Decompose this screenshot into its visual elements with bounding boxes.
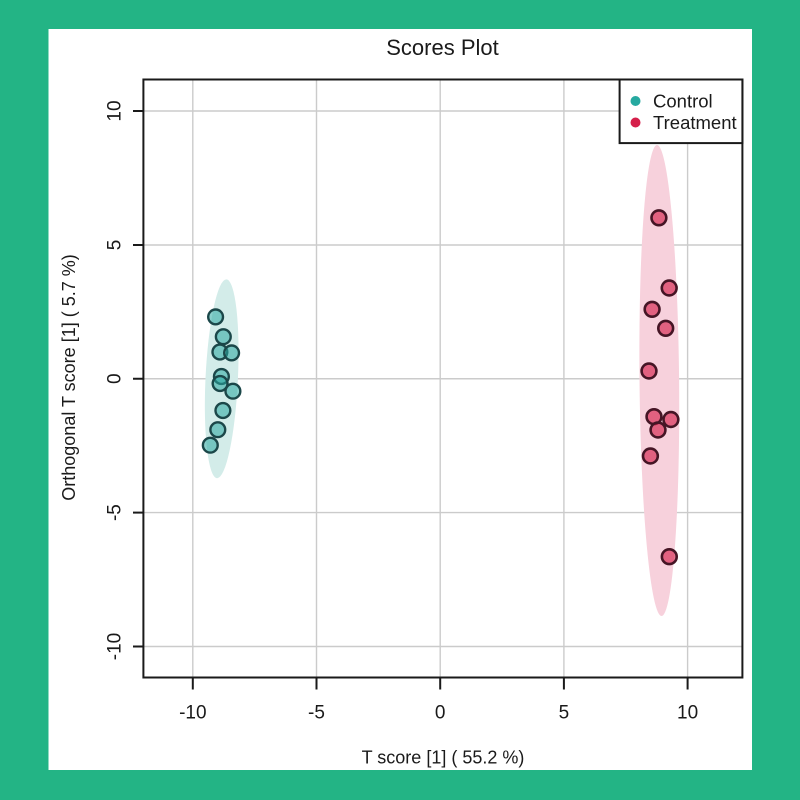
svg-text:0: 0 — [105, 373, 126, 384]
svg-text:-5: -5 — [308, 703, 325, 724]
svg-text:-5: -5 — [105, 504, 126, 521]
svg-text:0: 0 — [435, 703, 446, 724]
svg-text:-10: -10 — [105, 633, 126, 660]
svg-text:Orthogonal T score [1] ( 5.7 %: Orthogonal T score [1] ( 5.7 %) — [59, 254, 79, 500]
svg-text:10: 10 — [105, 100, 126, 121]
svg-text:T score [1] ( 55.2 %): T score [1] ( 55.2 %) — [362, 748, 525, 768]
svg-text:-10: -10 — [179, 703, 206, 724]
svg-text:5: 5 — [105, 240, 126, 251]
svg-text:Control: Control — [653, 91, 713, 112]
svg-text:Scores Plot: Scores Plot — [386, 35, 499, 60]
svg-text:Treatment: Treatment — [653, 112, 737, 133]
svg-text:10: 10 — [677, 703, 698, 724]
svg-text:5: 5 — [559, 703, 570, 724]
